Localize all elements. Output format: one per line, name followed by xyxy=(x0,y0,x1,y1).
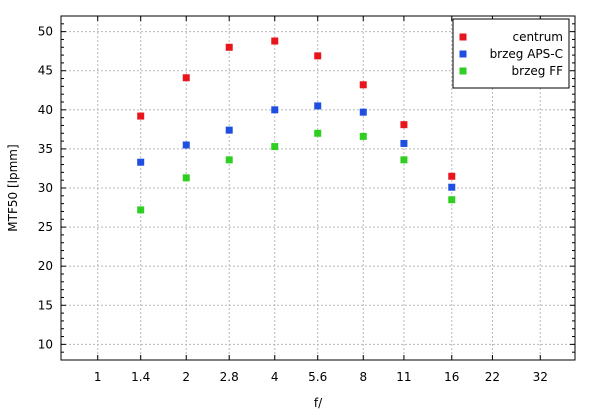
legend-label: centrum xyxy=(512,30,563,44)
plot-frame xyxy=(60,15,576,361)
data-points xyxy=(137,37,456,214)
y-tick-labels: 10 15 20 25 30 35 40 45 50 xyxy=(38,25,53,352)
point-series-0 xyxy=(182,74,190,82)
point-series-2 xyxy=(182,174,190,182)
point-series-1 xyxy=(359,108,367,116)
y-tick-label: 15 xyxy=(38,298,53,312)
point-series-2 xyxy=(225,156,233,164)
x-tick-label: 8 xyxy=(359,370,367,384)
x-tick-label: 11 xyxy=(396,370,411,384)
grid-lines xyxy=(61,16,575,360)
point-series-0 xyxy=(225,43,233,51)
y-tick-label: 50 xyxy=(38,25,53,39)
point-series-2 xyxy=(314,129,322,137)
x-axis-label: f/ xyxy=(314,396,323,410)
y-axis-label: MTF50 [lpmm] xyxy=(6,144,20,231)
x-tick-label: 5.6 xyxy=(308,370,327,384)
point-series-1 xyxy=(314,102,322,110)
x-tick-label: 32 xyxy=(533,370,548,384)
legend: centrum brzeg APS-C brzeg FF xyxy=(452,18,570,89)
point-series-0 xyxy=(400,121,408,129)
y-tick-label: 10 xyxy=(38,337,53,351)
point-series-0 xyxy=(271,37,279,45)
point-series-1 xyxy=(137,158,145,166)
x-tick-labels: 1 1.4 2 2.8 4 5.6 8 11 16 22 32 xyxy=(94,370,548,384)
point-series-1 xyxy=(400,139,408,147)
x-tick-label: 1 xyxy=(94,370,102,384)
x-tick-label: 4 xyxy=(271,370,279,384)
legend-box xyxy=(452,18,570,89)
y-tick-label: 45 xyxy=(38,64,53,78)
point-series-2 xyxy=(137,206,145,214)
x-tick-label: 22 xyxy=(485,370,500,384)
y-tick-label: 20 xyxy=(38,259,53,273)
x-tick-label: 2 xyxy=(182,370,190,384)
point-series-0 xyxy=(448,172,456,180)
legend-label: brzeg APS-C xyxy=(490,47,563,61)
legend-marker xyxy=(459,33,467,41)
point-series-1 xyxy=(271,106,279,114)
x-tick-label: 16 xyxy=(444,370,459,384)
point-series-0 xyxy=(314,52,322,60)
legend-marker xyxy=(459,67,467,75)
x-tick-label: 2.8 xyxy=(220,370,239,384)
point-series-1 xyxy=(225,126,233,134)
y-tick-label: 40 xyxy=(38,103,53,117)
legend-label: brzeg FF xyxy=(512,64,564,78)
x-tick-label: 1.4 xyxy=(131,370,150,384)
point-series-2 xyxy=(359,132,367,140)
point-series-1 xyxy=(448,183,456,191)
y-tick-label: 30 xyxy=(38,181,53,195)
legend-marker xyxy=(459,50,467,58)
point-series-1 xyxy=(182,141,190,149)
point-series-0 xyxy=(137,112,145,120)
y-tick-label: 35 xyxy=(38,142,53,156)
point-series-2 xyxy=(271,143,279,151)
y-tick-label: 25 xyxy=(38,220,53,234)
point-series-2 xyxy=(400,156,408,164)
point-series-2 xyxy=(448,196,456,204)
point-series-0 xyxy=(359,81,367,89)
